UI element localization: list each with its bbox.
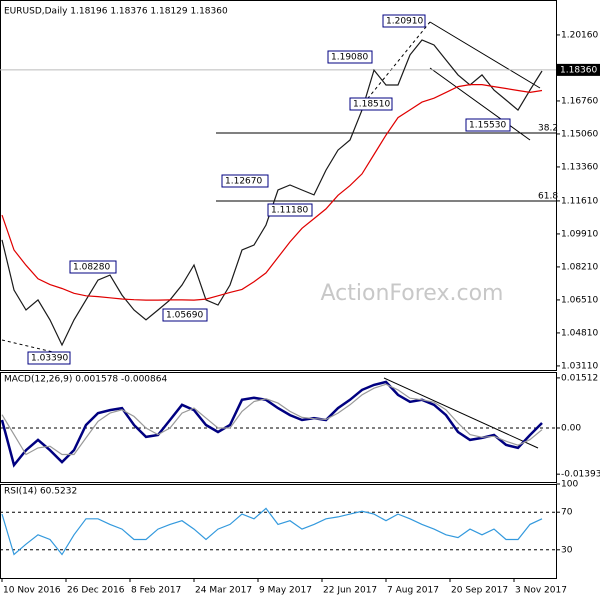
macd-title: MACD(12,26,9) 0.001578 -0.000864 xyxy=(4,375,167,385)
annotation-box xyxy=(327,50,373,64)
watermark: ActionForex.com xyxy=(321,281,504,306)
annotation: 1.12670 xyxy=(225,177,262,187)
annotation: 1.19080 xyxy=(331,53,368,63)
x-tick-label: 9 May 2017 xyxy=(259,586,312,596)
y-tick-label: 1.03110 xyxy=(561,361,598,371)
rsi-title: RSI(14) 60.5232 xyxy=(4,487,77,497)
y-tick-label: 100 xyxy=(561,480,578,490)
y-tick-label: 70 xyxy=(561,508,573,518)
chart-title: EURUSD,Daily 1.18196 1.18376 1.18129 1.1… xyxy=(4,7,228,17)
panel-frame xyxy=(0,0,557,371)
annotation: 1.15530 xyxy=(469,121,506,131)
x-tick-label: 24 Mar 2017 xyxy=(195,586,252,596)
last-price-label: 1.18360 xyxy=(560,65,597,75)
panel-frame xyxy=(0,484,557,579)
annotation-box xyxy=(69,260,117,274)
annotation-box xyxy=(267,203,313,217)
annotation-box xyxy=(162,308,208,322)
x-tick-label: 8 Feb 2017 xyxy=(131,586,181,596)
y-tick-label: 1.06510 xyxy=(561,295,598,305)
y-tick-label: 1.04810 xyxy=(561,328,598,338)
annotation: 1.20910 xyxy=(386,17,423,27)
macd-trend-line xyxy=(383,377,539,449)
x-tick-label: 3 Nov 2017 xyxy=(515,586,567,596)
annotation-box xyxy=(27,351,71,365)
x-tick-label: 10 Nov 2016 xyxy=(3,586,61,596)
y-tick-label: 1.16760 xyxy=(561,96,598,106)
annotation: 61.8 xyxy=(538,192,558,202)
y-tick-label: 1.15060 xyxy=(561,129,598,139)
y-tick-label: 1.20160 xyxy=(561,30,598,40)
y-tick-label: 1.08210 xyxy=(561,262,598,272)
x-tick-label: 26 Dec 2016 xyxy=(67,586,125,596)
y-tick-label: 1.13360 xyxy=(561,162,598,172)
series-line xyxy=(1,383,543,456)
annotation-box xyxy=(382,14,426,28)
annotation: 38.2 xyxy=(538,124,558,134)
x-tick-label: 7 Aug 2017 xyxy=(387,586,439,596)
annotation-box xyxy=(349,97,393,111)
y-tick-label: -0.013938 xyxy=(561,470,600,480)
y-tick-label: 0.00 xyxy=(561,423,581,433)
trend-line xyxy=(429,21,541,89)
annotation-box xyxy=(221,174,269,188)
x-tick-label: 22 Jun 2017 xyxy=(323,586,377,596)
annotation-box xyxy=(465,118,511,132)
y-tick-label: 30 xyxy=(561,545,573,555)
annotation: 1.08280 xyxy=(73,263,110,273)
series-line xyxy=(0,380,543,468)
y-tick-label: 0.01512 xyxy=(561,373,598,383)
annotation: 1.18510 xyxy=(353,100,390,110)
y-tick-label: 1.09910 xyxy=(561,229,598,239)
trend-line xyxy=(429,67,531,141)
last-price-box xyxy=(557,63,600,76)
annotation: 1.05690 xyxy=(166,311,203,321)
series-line xyxy=(1,507,543,556)
series-line xyxy=(1,84,543,301)
annotation: 1.03390 xyxy=(31,354,68,364)
x-tick-label: 20 Sep 2017 xyxy=(451,586,508,596)
trend-line xyxy=(359,21,431,109)
annotation: 1.11180 xyxy=(271,206,308,216)
y-tick-label: 1.11610 xyxy=(561,196,598,206)
